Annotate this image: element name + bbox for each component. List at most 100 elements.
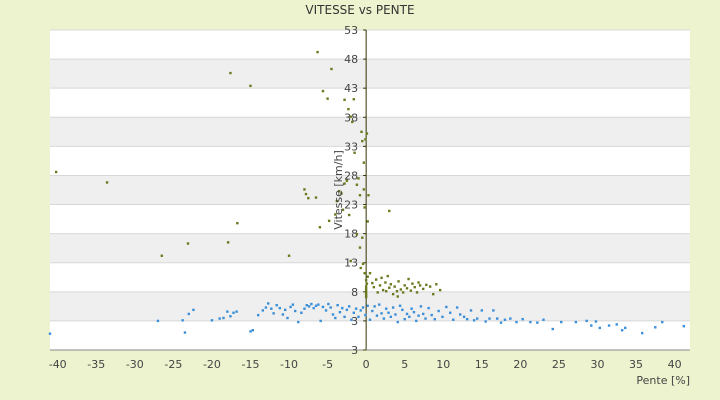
point-blue (270, 307, 273, 310)
point-green (358, 246, 362, 249)
point-blue (408, 315, 411, 319)
y-tick-label: 53 (344, 24, 358, 37)
point-green (326, 97, 329, 100)
point-blue (484, 320, 487, 323)
point-green (368, 272, 372, 275)
point-blue (661, 320, 664, 324)
point-blue (289, 305, 292, 309)
point-blue (218, 317, 221, 320)
point-green (360, 130, 363, 134)
point-blue (560, 320, 563, 324)
point-blue (352, 311, 356, 314)
x-tick-label: -15 (241, 358, 259, 371)
point-green (438, 288, 442, 292)
point-green (388, 209, 391, 213)
y-tick-label: 33 (344, 140, 358, 153)
point-blue (433, 317, 436, 321)
point-blue (405, 312, 409, 316)
point-blue (281, 313, 285, 316)
point-blue (297, 320, 300, 324)
point-green (361, 139, 364, 143)
point-blue (305, 304, 308, 307)
point-green (304, 192, 308, 196)
point-blue (312, 306, 315, 310)
point-blue (324, 309, 328, 312)
y-tick-label: 43 (344, 82, 358, 95)
point-green (365, 282, 369, 285)
point-green (249, 84, 252, 88)
point-green (411, 282, 414, 285)
point-blue (682, 324, 686, 328)
point-blue (492, 309, 495, 312)
point-blue (319, 319, 322, 323)
x-tick-label: 10 (436, 358, 450, 371)
x-tick-label: -20 (203, 358, 221, 371)
point-blue (251, 329, 254, 332)
point-blue (366, 304, 369, 307)
point-blue (294, 309, 297, 313)
point-blue (359, 309, 362, 312)
point-blue (465, 317, 469, 321)
point-green (347, 107, 350, 111)
point-green (364, 294, 368, 297)
point-green (366, 220, 369, 223)
x-tick-label: 5 (401, 358, 408, 371)
point-blue (475, 317, 479, 320)
point-green (366, 275, 369, 278)
grid-band (50, 175, 690, 205)
point-green (347, 213, 351, 217)
point-green (393, 285, 396, 288)
point-blue (183, 331, 187, 334)
point-blue (536, 321, 539, 324)
point-blue (419, 305, 423, 308)
y-tick-label: 3 (351, 315, 358, 328)
point-blue (422, 312, 425, 316)
point-blue (371, 309, 374, 313)
point-blue (441, 315, 444, 319)
x-tick-label: -35 (87, 358, 105, 371)
point-blue (343, 315, 346, 319)
point-blue (249, 330, 252, 333)
point-green (381, 288, 385, 292)
point-blue (452, 318, 455, 321)
point-blue (529, 320, 532, 324)
point-green (355, 233, 359, 236)
point-green (378, 284, 382, 287)
point-blue (382, 317, 386, 320)
point-blue (398, 304, 402, 307)
point-green (367, 194, 370, 197)
x-tick-label: 15 (475, 358, 489, 371)
point-blue (264, 306, 268, 309)
x-tick-label: 40 (668, 358, 682, 371)
point-green (327, 219, 331, 223)
point-green (236, 221, 239, 225)
point-blue (283, 308, 287, 312)
point-green (361, 236, 364, 239)
point-blue (341, 306, 344, 310)
point-green (401, 291, 405, 294)
point-blue (403, 317, 406, 321)
y-tick-label: 48 (344, 53, 358, 66)
point-blue (496, 317, 499, 320)
chart-title: VITESSE vs PENTE (305, 3, 414, 17)
point-blue (607, 324, 611, 327)
point-green (403, 284, 406, 287)
point-blue (256, 313, 260, 317)
point-blue (300, 311, 303, 314)
point-green (362, 188, 366, 191)
point-blue (275, 304, 278, 307)
point-blue (380, 312, 383, 315)
point-blue (417, 314, 420, 317)
point-green (371, 281, 374, 285)
point-green (432, 292, 435, 296)
point-green (386, 274, 389, 278)
point-blue (469, 309, 473, 312)
point-green (399, 288, 403, 291)
point-green (372, 285, 376, 289)
point-blue (445, 305, 448, 309)
point-green (307, 196, 310, 200)
x-tick-label: -40 (49, 358, 67, 371)
point-blue (462, 315, 466, 319)
x-tick-label: -25 (164, 358, 182, 371)
point-blue (488, 317, 491, 320)
